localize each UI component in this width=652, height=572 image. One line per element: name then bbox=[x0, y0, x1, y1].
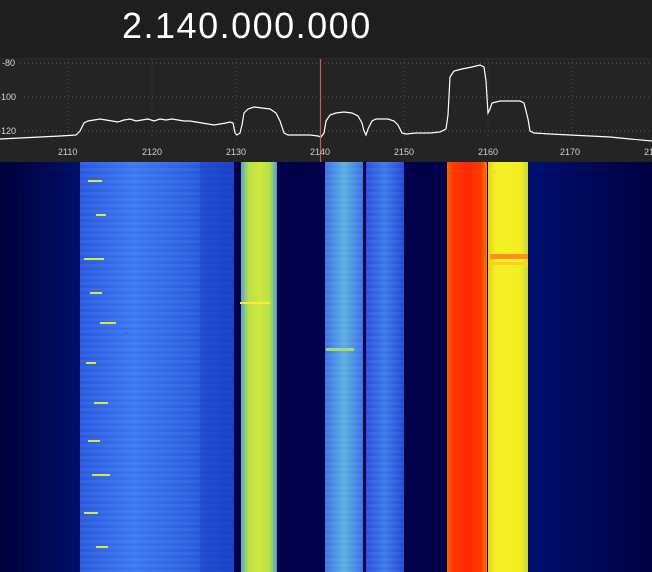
freq-label-2130: 2130 bbox=[226, 147, 246, 157]
band-texture bbox=[366, 162, 404, 572]
band-fade bbox=[200, 162, 234, 572]
db-grid bbox=[20, 62, 652, 132]
db-label-80: -80 bbox=[2, 59, 15, 68]
band-texture bbox=[325, 162, 363, 572]
band-texture bbox=[488, 162, 528, 572]
signal-band-2157 bbox=[447, 162, 487, 572]
freq-label-2180-partial: 21 bbox=[644, 147, 652, 157]
freq-label-2160: 2160 bbox=[478, 147, 498, 157]
waterfall-edge-right bbox=[528, 162, 652, 572]
freq-label-2120: 2120 bbox=[142, 147, 162, 157]
waterfall-canvas[interactable] bbox=[0, 162, 652, 572]
signal-band-2132 bbox=[241, 162, 277, 572]
spectrum-panel[interactable]: -80 -100 -120 2110 2120 2130 2140 2150 2… bbox=[0, 58, 652, 163]
frequency-readout[interactable]: 2.140.000.000 bbox=[122, 5, 372, 46]
freq-label-2170: 2170 bbox=[560, 147, 580, 157]
frequency-header: 2.140.000.000 bbox=[0, 0, 652, 58]
freq-label-2110: 2110 bbox=[58, 147, 77, 157]
freq-label-2140: 2140 bbox=[310, 147, 330, 157]
db-label-100: -100 bbox=[0, 92, 16, 102]
freq-label-2150: 2150 bbox=[394, 147, 414, 157]
waterfall-speckles bbox=[84, 180, 528, 548]
db-label-120: -120 bbox=[0, 126, 16, 136]
spectrum-trace bbox=[0, 64, 652, 142]
waterfall-display[interactable] bbox=[0, 162, 652, 572]
waterfall-edge-left bbox=[0, 162, 80, 572]
spectrum-plot[interactable]: -80 -100 -120 2110 2120 2130 2140 2150 2… bbox=[0, 59, 652, 163]
